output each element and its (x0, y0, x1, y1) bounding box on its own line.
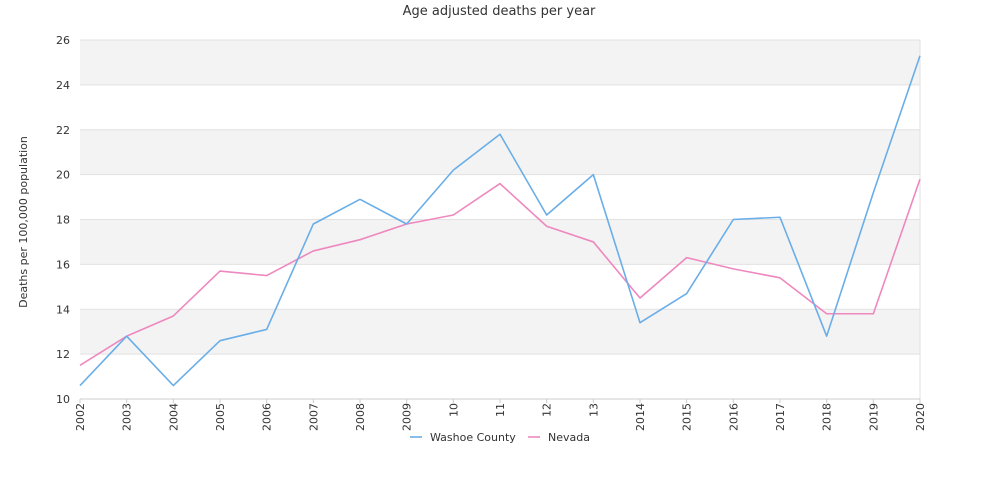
x-tick-label: 2020 (914, 403, 927, 431)
grid-band (80, 219, 920, 265)
x-tick-label: 2005 (214, 403, 227, 431)
x-tick-label: 2017 (774, 403, 787, 431)
y-tick-label: 12 (56, 348, 70, 361)
y-tick-label: 18 (56, 214, 70, 227)
x-tick-label: 12 (541, 403, 554, 417)
x-tick-label: 13 (587, 403, 600, 417)
x-tick-label: 2008 (354, 403, 367, 431)
y-tick-label: 26 (56, 34, 70, 47)
y-axis-ticks: 10 12 14 16 18 20 22 24 26 (56, 34, 70, 406)
y-tick-label: 22 (56, 124, 70, 137)
grid-band (80, 309, 920, 355)
series-line-nevada (79, 178, 921, 367)
y-tick-label: 16 (56, 258, 70, 271)
grid-band (80, 40, 920, 85)
x-tick-label: 2004 (167, 403, 180, 431)
series-lines (79, 55, 921, 387)
y-tick-label: 24 (56, 79, 70, 92)
grid-bands (80, 40, 920, 355)
x-tick-label: 2009 (401, 403, 414, 431)
grid-band (80, 129, 920, 175)
legend: Washoe County Nevada (410, 431, 590, 444)
y-tick-label: 10 (56, 393, 70, 406)
series-line-washoe-county (79, 55, 921, 387)
x-tick-label: 10 (447, 403, 460, 417)
x-tick-label: 2007 (307, 403, 320, 431)
x-tick-label: 2003 (121, 403, 134, 431)
x-tick-label: 2018 (821, 403, 834, 431)
x-tick-label: 11 (494, 403, 507, 417)
x-tick-label: 2015 (681, 403, 694, 431)
x-axis-ticks: 2002 2003 2004 2005 2006 2007 2008 2009 10 11 12 13… (74, 399, 927, 431)
x-tick-label: 2014 (634, 403, 647, 431)
legend-label: Nevada (548, 431, 590, 444)
x-tick-label: 2006 (261, 403, 274, 431)
legend-label: Washoe County (430, 431, 516, 444)
y-axis-label: Deaths per 100,000 population (17, 136, 30, 308)
x-tick-label: 2016 (727, 403, 740, 431)
x-tick-label: 2019 (867, 403, 880, 431)
y-tick-label: 14 (56, 303, 70, 316)
y-tick-label: 20 (56, 169, 70, 182)
x-tick-label: 2002 (74, 403, 87, 431)
chart-title: Age adjusted deaths per year (403, 4, 596, 19)
